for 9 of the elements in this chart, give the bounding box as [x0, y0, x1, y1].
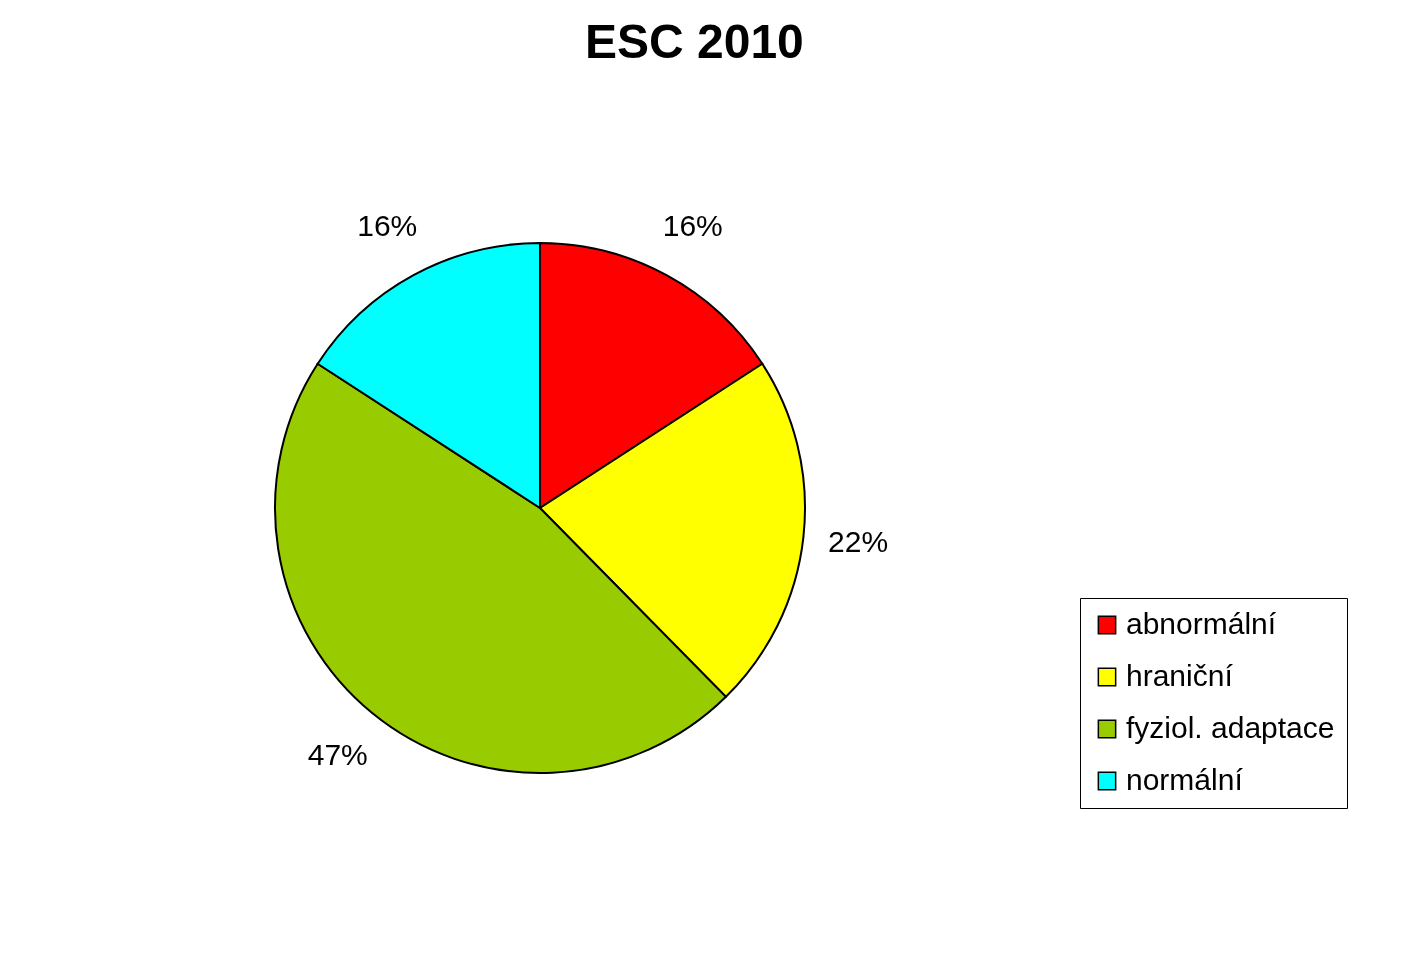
chart-title: ESC 2010 [585, 15, 804, 68]
legend-label: fyziol. adaptace [1126, 711, 1335, 744]
data-label: 22% [828, 524, 889, 558]
data-label: 16% [662, 208, 723, 242]
data-label: 16% [357, 208, 418, 242]
legend-label: abnormální [1126, 607, 1277, 640]
data-label: 47% [307, 737, 368, 771]
legend-label: hraniční [1126, 659, 1234, 692]
legend-label: normální [1126, 763, 1244, 796]
